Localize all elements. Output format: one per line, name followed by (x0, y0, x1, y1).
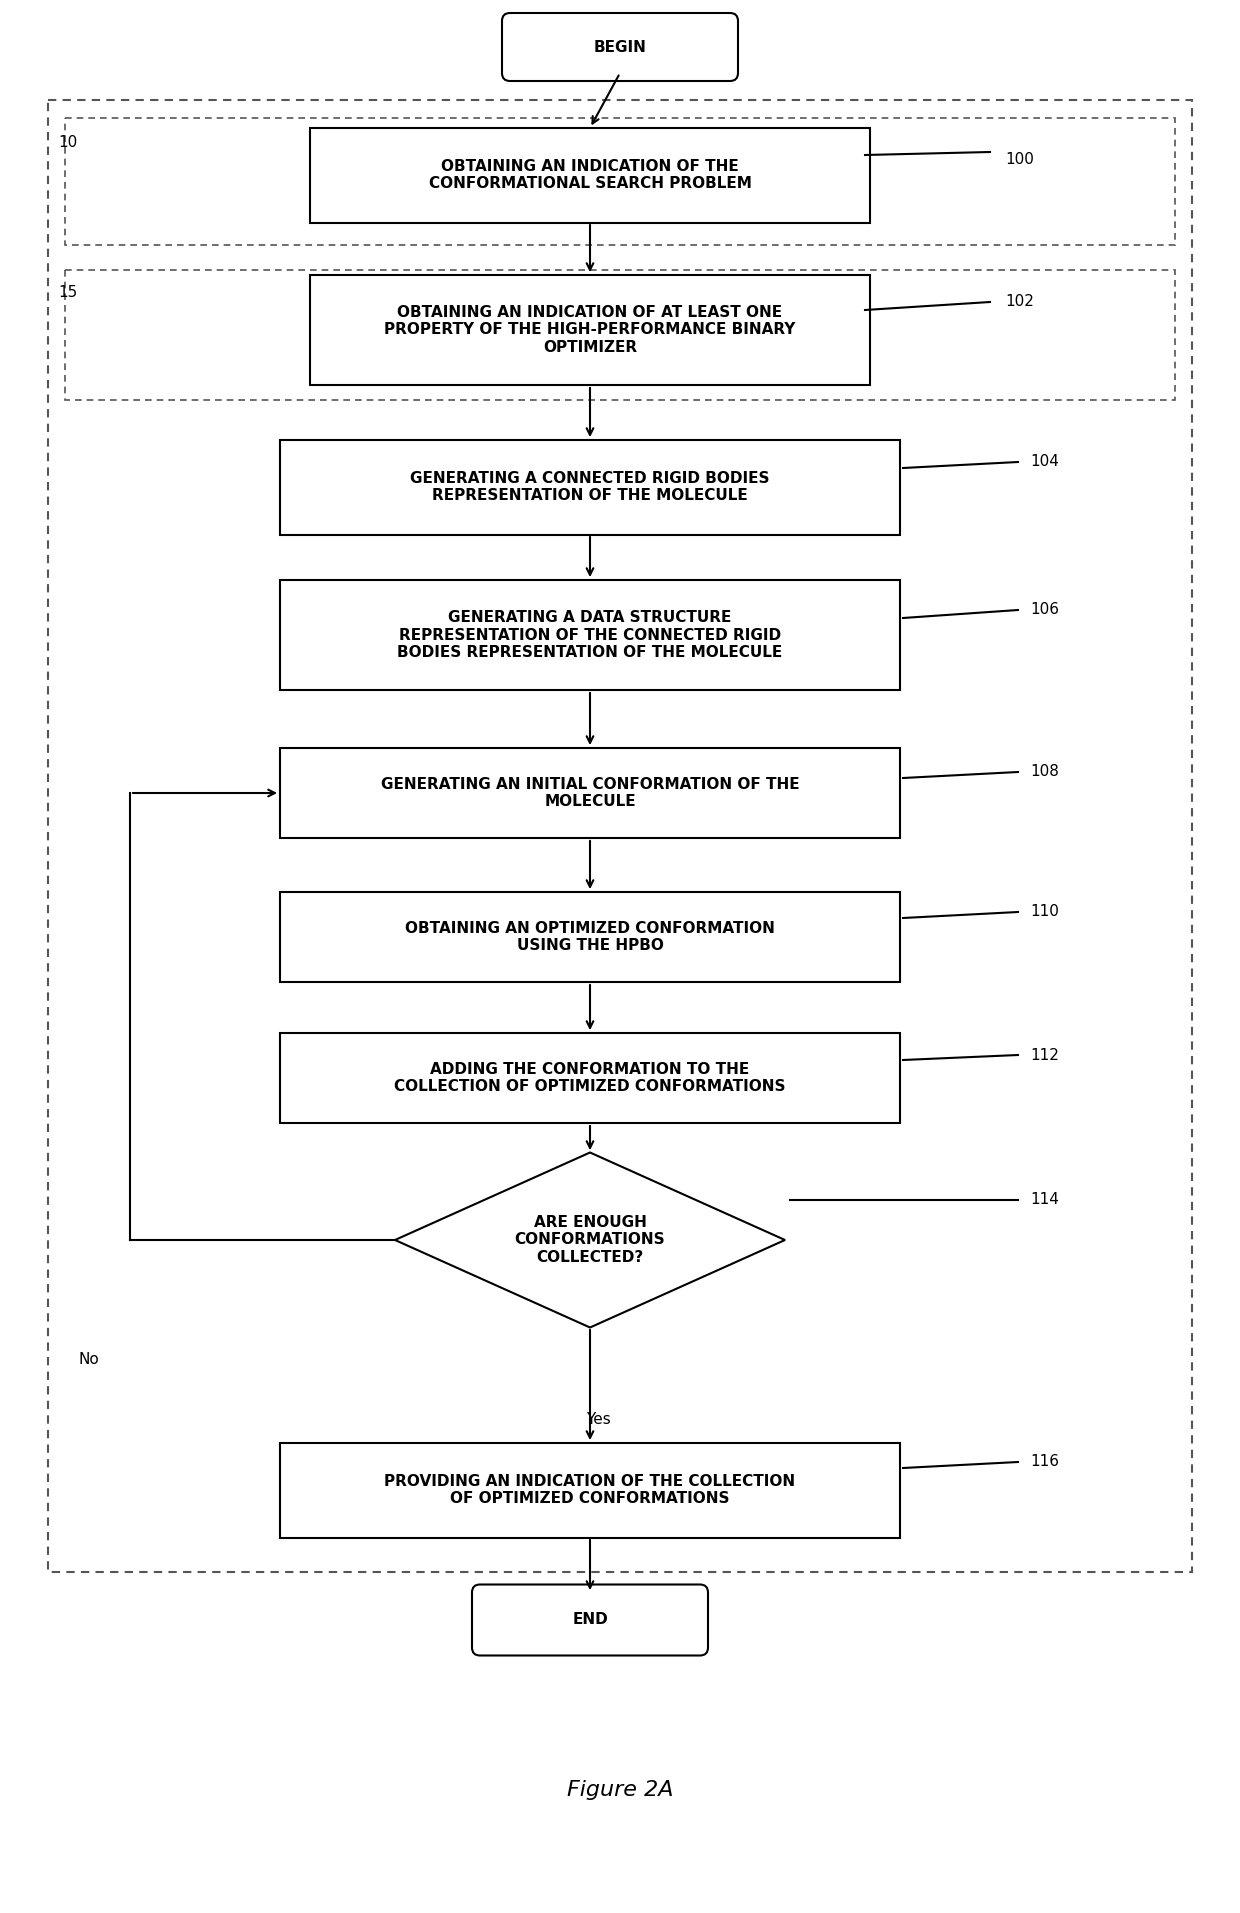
Text: GENERATING A DATA STRUCTURE
REPRESENTATION OF THE CONNECTED RIGID
BODIES REPRESE: GENERATING A DATA STRUCTURE REPRESENTATI… (397, 610, 782, 660)
Bar (280, 580, 900, 691)
Text: 106: 106 (1030, 603, 1059, 618)
Text: 112: 112 (1030, 1048, 1059, 1062)
Text: 108: 108 (1030, 765, 1059, 779)
Text: 110: 110 (1030, 905, 1059, 920)
Text: 100: 100 (1004, 153, 1034, 168)
Text: 15: 15 (58, 285, 77, 300)
Text: 102: 102 (1004, 295, 1034, 310)
Text: No: No (78, 1352, 99, 1368)
Text: 114: 114 (1030, 1192, 1059, 1207)
Bar (280, 1442, 900, 1538)
FancyBboxPatch shape (472, 1584, 708, 1655)
Polygon shape (396, 1152, 785, 1328)
Bar (280, 1033, 900, 1123)
Text: BEGIN: BEGIN (594, 40, 646, 54)
Text: END: END (572, 1613, 608, 1628)
Text: 10: 10 (58, 136, 77, 149)
FancyBboxPatch shape (502, 13, 738, 80)
Bar (280, 440, 900, 534)
Text: GENERATING AN INITIAL CONFORMATION OF THE
MOLECULE: GENERATING AN INITIAL CONFORMATION OF TH… (381, 777, 800, 809)
Bar (48, 99, 1192, 1572)
Text: 104: 104 (1030, 455, 1059, 469)
Bar (310, 128, 870, 222)
Text: OBTAINING AN INDICATION OF THE
CONFORMATIONAL SEARCH PROBLEM: OBTAINING AN INDICATION OF THE CONFORMAT… (429, 159, 751, 191)
Text: OBTAINING AN OPTIMIZED CONFORMATION
USING THE HPBO: OBTAINING AN OPTIMIZED CONFORMATION USIN… (405, 920, 775, 953)
Text: Figure 2A: Figure 2A (567, 1779, 673, 1800)
Bar (310, 275, 870, 385)
Text: OBTAINING AN INDICATION OF AT LEAST ONE
PROPERTY OF THE HIGH-PERFORMANCE BINARY
: OBTAINING AN INDICATION OF AT LEAST ONE … (384, 304, 796, 356)
Text: ARE ENOUGH
CONFORMATIONS
COLLECTED?: ARE ENOUGH CONFORMATIONS COLLECTED? (515, 1215, 666, 1264)
Bar (280, 748, 900, 838)
Bar (64, 270, 1176, 400)
Bar (280, 891, 900, 981)
Text: GENERATING A CONNECTED RIGID BODIES
REPRESENTATION OF THE MOLECULE: GENERATING A CONNECTED RIGID BODIES REPR… (410, 471, 770, 503)
Text: PROVIDING AN INDICATION OF THE COLLECTION
OF OPTIMIZED CONFORMATIONS: PROVIDING AN INDICATION OF THE COLLECTIO… (384, 1473, 796, 1506)
Text: Yes: Yes (585, 1412, 610, 1427)
Bar (64, 119, 1176, 245)
Text: 116: 116 (1030, 1454, 1059, 1469)
Text: ADDING THE CONFORMATION TO THE
COLLECTION OF OPTIMIZED CONFORMATIONS: ADDING THE CONFORMATION TO THE COLLECTIO… (394, 1062, 786, 1094)
